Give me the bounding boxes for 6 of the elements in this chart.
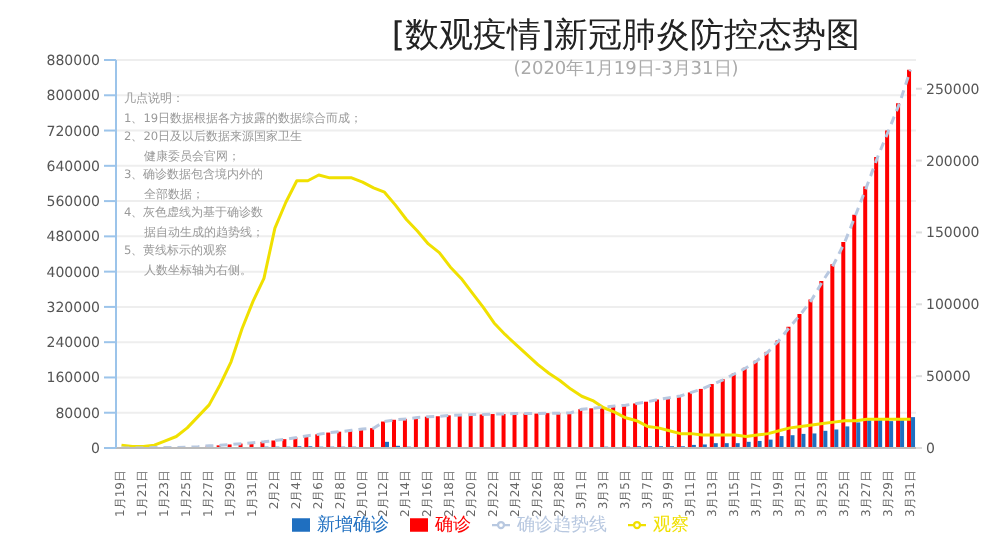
legend-label: 确诊趋势线 <box>517 516 607 536</box>
chart-subtitle: (2020年1月19日-3月31日) <box>511 57 741 82</box>
legend-label: 确诊 <box>435 516 471 536</box>
chart-title: [数观疫情]新冠肺炎防控态势图 <box>389 16 863 56</box>
legend-label: 新增确诊 <box>317 516 389 536</box>
legend-label: 观察 <box>653 516 689 536</box>
